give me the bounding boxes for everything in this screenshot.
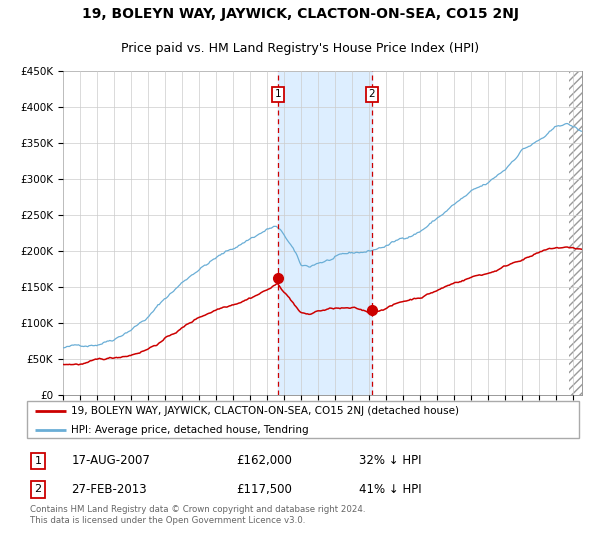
Text: 17-AUG-2007: 17-AUG-2007 [71,454,151,468]
Text: £162,000: £162,000 [236,454,292,468]
Text: 2: 2 [369,89,376,99]
Text: 1: 1 [275,89,281,99]
Text: 1: 1 [34,456,41,466]
Text: £117,500: £117,500 [236,483,292,496]
Text: 19, BOLEYN WAY, JAYWICK, CLACTON-ON-SEA, CO15 2NJ (detached house): 19, BOLEYN WAY, JAYWICK, CLACTON-ON-SEA,… [71,405,460,416]
Bar [278,71,372,395]
Text: 41% ↓ HPI: 41% ↓ HPI [359,483,421,496]
Text: 2: 2 [34,484,41,494]
Text: 27-FEB-2013: 27-FEB-2013 [71,483,147,496]
FancyBboxPatch shape [27,402,579,437]
Text: 19, BOLEYN WAY, JAYWICK, CLACTON-ON-SEA, CO15 2NJ: 19, BOLEYN WAY, JAYWICK, CLACTON-ON-SEA,… [82,7,518,21]
Text: Contains HM Land Registry data © Crown copyright and database right 2024.
This d: Contains HM Land Registry data © Crown c… [29,505,365,525]
Polygon shape [569,71,582,395]
Text: HPI: Average price, detached house, Tendring: HPI: Average price, detached house, Tend… [71,424,309,435]
Text: Price paid vs. HM Land Registry's House Price Index (HPI): Price paid vs. HM Land Registry's House … [121,42,479,55]
Text: 32% ↓ HPI: 32% ↓ HPI [359,454,421,468]
